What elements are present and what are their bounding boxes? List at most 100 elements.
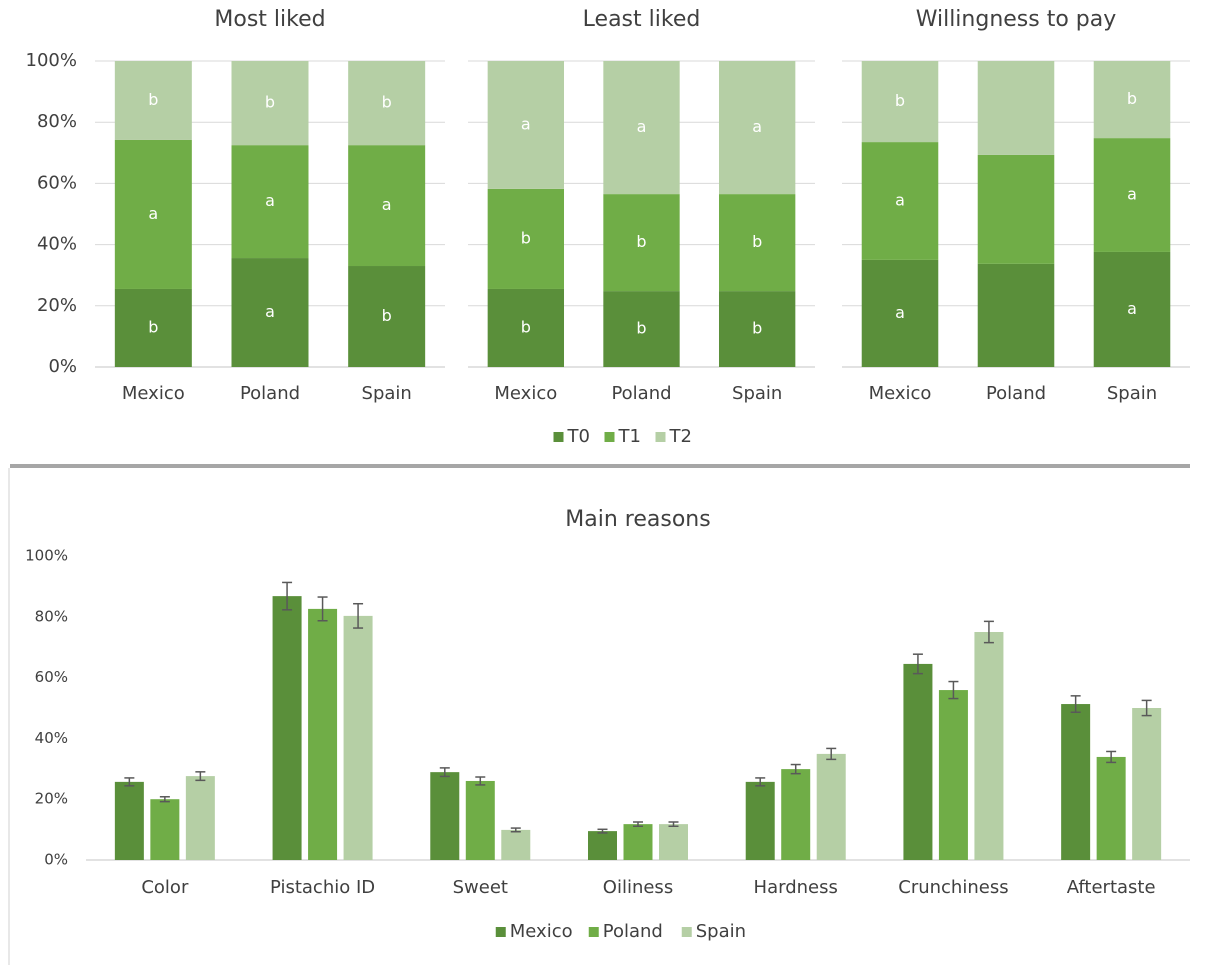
legend-label: T1 bbox=[618, 426, 641, 447]
significance-letter: a bbox=[521, 114, 531, 133]
x-tick-label: Spain bbox=[362, 383, 412, 404]
legend-swatch bbox=[495, 927, 506, 937]
significance-letter: b bbox=[895, 91, 905, 110]
significance-letter: a bbox=[752, 117, 762, 136]
bar-segment bbox=[977, 263, 1055, 367]
bar bbox=[974, 632, 1004, 860]
y-tick-label: 80% bbox=[35, 607, 68, 625]
significance-letter: b bbox=[1127, 89, 1137, 108]
bar-segment bbox=[487, 61, 565, 189]
significance-letter: b bbox=[752, 319, 762, 338]
chart-title: Willingness to pay bbox=[916, 7, 1117, 32]
bar-segment bbox=[231, 145, 309, 259]
significance-letter: a bbox=[1127, 299, 1137, 318]
significance-letter: a bbox=[895, 190, 905, 209]
bar bbox=[1061, 704, 1091, 860]
bar bbox=[623, 824, 653, 860]
bar bbox=[150, 799, 180, 860]
bar bbox=[430, 772, 460, 860]
bar bbox=[659, 824, 688, 860]
significance-letter: b bbox=[752, 232, 762, 251]
legend-label: Spain bbox=[696, 921, 746, 942]
significance-letter: a bbox=[382, 195, 392, 214]
legend-label: T2 bbox=[669, 426, 692, 447]
bar bbox=[185, 776, 215, 860]
bar-segment bbox=[231, 61, 309, 146]
bar bbox=[745, 781, 775, 860]
bar bbox=[588, 831, 617, 860]
y-tick-label: 0% bbox=[48, 356, 77, 377]
bar bbox=[781, 769, 811, 860]
significance-letter: a bbox=[265, 302, 275, 321]
bar bbox=[308, 608, 338, 860]
y-tick-label: 60% bbox=[37, 172, 77, 193]
significance-letter: b bbox=[382, 93, 392, 112]
y-tick-label: 40% bbox=[37, 234, 77, 255]
bar bbox=[272, 596, 302, 860]
bar bbox=[816, 753, 846, 860]
legend-swatch bbox=[588, 927, 599, 937]
bar-segment bbox=[603, 291, 680, 367]
y-tick-label: 100% bbox=[26, 50, 77, 71]
bar-segment bbox=[487, 188, 565, 289]
y-tick-label: 0% bbox=[44, 851, 68, 869]
x-tick-label: Oiliness bbox=[603, 877, 673, 898]
x-tick-label: Poland bbox=[611, 383, 671, 404]
x-tick-label: Poland bbox=[986, 383, 1046, 404]
significance-letter: a bbox=[148, 204, 158, 223]
y-tick-label: 100% bbox=[25, 547, 68, 565]
legend-swatch bbox=[655, 432, 666, 442]
chart-title: Least liked bbox=[583, 7, 701, 32]
significance-letter: b bbox=[148, 317, 158, 336]
x-tick-label: Aftertaste bbox=[1067, 877, 1156, 898]
bar-segment bbox=[718, 291, 796, 367]
y-tick-label: 80% bbox=[37, 111, 77, 132]
bar bbox=[903, 663, 933, 860]
x-tick-label: Sweet bbox=[453, 877, 508, 898]
significance-letter: b bbox=[148, 90, 158, 109]
chart-title: Most liked bbox=[214, 7, 325, 32]
legend-label: Mexico bbox=[510, 921, 573, 942]
bar-segment bbox=[1093, 251, 1171, 367]
bar bbox=[1096, 756, 1126, 860]
bar bbox=[343, 615, 373, 860]
legend-label: T0 bbox=[567, 426, 590, 447]
x-tick-label: Color bbox=[141, 877, 189, 898]
significance-letter: b bbox=[521, 228, 531, 247]
bar-segment bbox=[348, 145, 426, 267]
bar-segment bbox=[114, 288, 192, 367]
bar bbox=[938, 690, 968, 860]
bar-segment bbox=[348, 266, 426, 367]
bar-segment bbox=[1093, 138, 1171, 252]
bar-segment bbox=[718, 194, 796, 292]
significance-letter: b bbox=[636, 319, 646, 338]
legend-swatch bbox=[604, 432, 615, 442]
bar-segment bbox=[977, 61, 1055, 155]
significance-letter: a bbox=[1127, 185, 1137, 204]
x-tick-label: Poland bbox=[240, 383, 300, 404]
bar-segment bbox=[861, 142, 939, 260]
y-tick-label: 20% bbox=[35, 790, 68, 808]
significance-letter: b bbox=[521, 317, 531, 336]
x-tick-label: Mexico bbox=[869, 383, 932, 404]
x-tick-label: Spain bbox=[732, 383, 782, 404]
bar-segment bbox=[114, 139, 192, 289]
y-tick-label: 40% bbox=[35, 729, 68, 747]
chart-title: Main reasons bbox=[565, 507, 710, 532]
bar bbox=[114, 781, 144, 860]
bar-segment bbox=[861, 259, 939, 367]
y-tick-label: 20% bbox=[37, 295, 77, 316]
x-tick-label: Spain bbox=[1107, 383, 1157, 404]
significance-letter: b bbox=[382, 306, 392, 325]
bar bbox=[465, 780, 495, 860]
significance-letter: a bbox=[265, 191, 275, 210]
x-tick-label: Mexico bbox=[122, 383, 185, 404]
significance-letter: b bbox=[265, 93, 275, 112]
bar-segment bbox=[603, 194, 680, 292]
bar-segment bbox=[487, 288, 565, 367]
bar-segment bbox=[1093, 61, 1171, 139]
bar bbox=[501, 829, 531, 860]
significance-letter: a bbox=[637, 117, 647, 136]
bar-segment bbox=[114, 61, 192, 140]
